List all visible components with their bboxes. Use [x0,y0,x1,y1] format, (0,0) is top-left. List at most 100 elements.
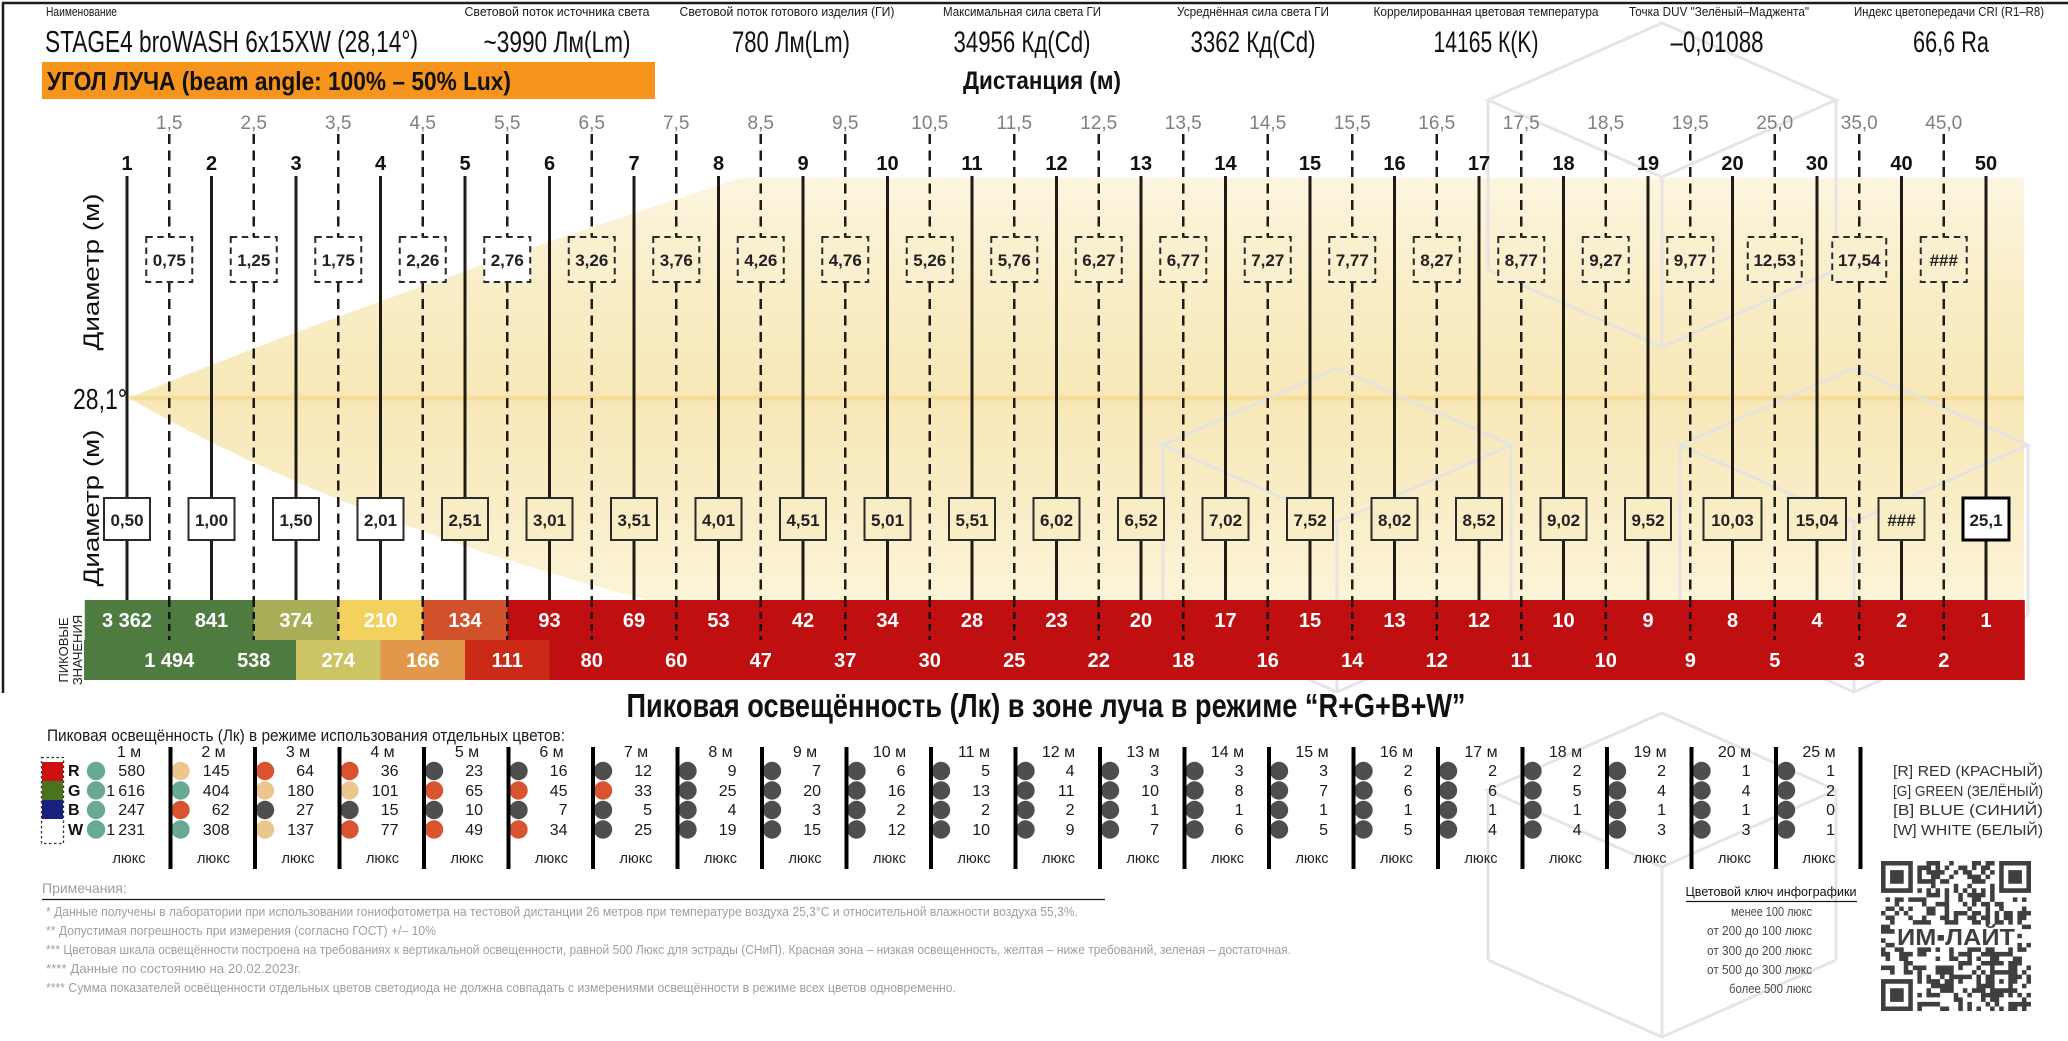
svg-text:менее 100 люкс: менее 100 люкс [1731,905,1812,919]
svg-text:13 м: 13 м [1126,744,1159,761]
svg-text:3,01: 3,01 [533,511,566,530]
svg-text:3,26: 3,26 [575,251,608,270]
svg-text:7,5: 7,5 [663,113,689,134]
svg-text:2,26: 2,26 [406,251,439,270]
svg-text:3,76: 3,76 [660,251,693,270]
svg-text:18 м: 18 м [1549,744,1582,761]
svg-text:[W] WHITE (БЕЛЫЙ): [W] WHITE (БЕЛЫЙ) [1893,821,2043,839]
svg-text:1: 1 [1826,822,1835,839]
svg-text:19: 19 [719,822,737,839]
svg-text:люкс: люкс [1126,851,1159,867]
svg-text:34: 34 [550,822,568,839]
svg-text:12: 12 [1045,153,1067,175]
svg-text:134: 134 [448,610,482,632]
svg-text:УГОЛ ЛУЧА (beam angle: 100% –: УГОЛ ЛУЧА (beam angle: 100% – 50% Lux) [47,66,511,96]
svg-text:1: 1 [1150,802,1159,819]
svg-text:1,00: 1,00 [195,511,228,530]
svg-text:9: 9 [728,763,737,780]
svg-text:1: 1 [1657,802,1666,819]
svg-text:166: 166 [406,650,439,672]
svg-text:10: 10 [1552,610,1574,632]
svg-text:16: 16 [888,783,906,800]
svg-text:1: 1 [1826,763,1835,780]
svg-text:15: 15 [803,822,821,839]
svg-text:6: 6 [544,153,555,175]
svg-text:5,76: 5,76 [998,251,1031,270]
svg-text:404: 404 [203,783,230,800]
svg-text:14 м: 14 м [1211,744,1244,761]
svg-text:36: 36 [381,763,399,780]
svg-text:от 500 до 300 люкс: от 500 до 300 люкс [1707,963,1812,977]
svg-text:2,51: 2,51 [448,511,481,530]
svg-text:2: 2 [897,802,906,819]
svg-text:53: 53 [707,610,729,632]
svg-text:17: 17 [1214,610,1236,632]
svg-text:15: 15 [1299,610,1321,632]
svg-text:*** Цветовая шкала освещённос: *** Цветовая шкала освещённости построен… [46,942,1291,957]
svg-text:25,0: 25,0 [1756,113,1793,134]
svg-text:6 м: 6 м [539,744,563,761]
svg-text:Наименование: Наименование [46,5,117,19]
svg-text:28,1°: 28,1° [73,384,127,416]
svg-text:6: 6 [1404,783,1413,800]
svg-text:45: 45 [550,783,568,800]
svg-text:10: 10 [1595,650,1617,672]
svg-text:16: 16 [1383,153,1405,175]
svg-text:5: 5 [643,802,652,819]
svg-text:более 500 люкс: более 500 люкс [1729,982,1812,996]
svg-text:2,5: 2,5 [241,113,267,134]
svg-text:374: 374 [279,610,313,632]
svg-text:10,03: 10,03 [1711,511,1754,530]
svg-text:ИМ▪ЛАЙТ: ИМ▪ЛАЙТ [1897,923,2015,950]
svg-text:люкс: люкс [1295,851,1328,867]
svg-text:Пиковая освещённость (Лк) в зо: Пиковая освещённость (Лк) в зоне луча в … [627,687,1466,724]
svg-text:Индекс цветопередачи CRI (R1–R: Индекс цветопередачи CRI (R1–R8) [1854,5,2044,19]
svg-text:9: 9 [1685,650,1696,672]
svg-text:люкс: люкс [704,851,737,867]
svg-text:47: 47 [750,650,772,672]
svg-text:3 362: 3 362 [102,610,152,632]
svg-text:12: 12 [1468,610,1490,632]
svg-text:люкс: люкс [619,851,652,867]
svg-text:7,77: 7,77 [1336,251,1369,270]
svg-text:люкс: люкс [957,851,990,867]
svg-text:1 м: 1 м [117,744,141,761]
svg-text:210: 210 [364,610,397,632]
svg-text:1: 1 [1980,610,1991,632]
svg-text:1: 1 [1488,802,1497,819]
svg-text:5: 5 [459,153,470,175]
svg-text:2: 2 [1404,763,1413,780]
svg-text:7: 7 [1319,783,1328,800]
svg-text:**** Сумма показателей освёщен: **** Сумма показателей освёщенности отде… [46,980,956,995]
svg-text:ПИКОВЫЕ: ПИКОВЫЕ [56,617,71,682]
svg-text:19,5: 19,5 [1672,113,1709,134]
svg-text:247: 247 [118,802,145,819]
svg-text:7,52: 7,52 [1293,511,1326,530]
svg-text:**** Данные по состоянию на 20: **** Данные по состоянию на 20.02.2023г. [46,961,301,976]
svg-text:люкс: люкс [1380,851,1413,867]
svg-text:15: 15 [381,802,399,819]
svg-text:11: 11 [1058,783,1075,800]
svg-text:8: 8 [713,153,724,175]
svg-text:42: 42 [792,610,814,632]
svg-text:25,1: 25,1 [1969,511,2002,530]
svg-text:4: 4 [1066,763,1075,780]
svg-text:9,77: 9,77 [1674,251,1707,270]
svg-text:4: 4 [1811,610,1823,632]
svg-text:45,0: 45,0 [1925,113,1962,134]
svg-text:9,27: 9,27 [1589,251,1622,270]
svg-text:23: 23 [465,763,483,780]
svg-text:9: 9 [1066,822,1075,839]
svg-text:3: 3 [1742,822,1751,839]
svg-text:2: 2 [1826,783,1835,800]
svg-text:14165 К(K): 14165 К(K) [1434,26,1539,59]
svg-text:34956 Кд(Cd): 34956 Кд(Cd) [954,26,1091,59]
svg-text:65: 65 [465,783,483,800]
svg-text:62: 62 [212,802,230,819]
svg-text:30: 30 [919,650,941,672]
svg-text:6,52: 6,52 [1124,511,1157,530]
svg-text:11 м: 11 м [958,744,990,761]
svg-text:3: 3 [1319,763,1328,780]
svg-text:8 м: 8 м [708,744,732,761]
svg-text:14,5: 14,5 [1249,113,1286,134]
